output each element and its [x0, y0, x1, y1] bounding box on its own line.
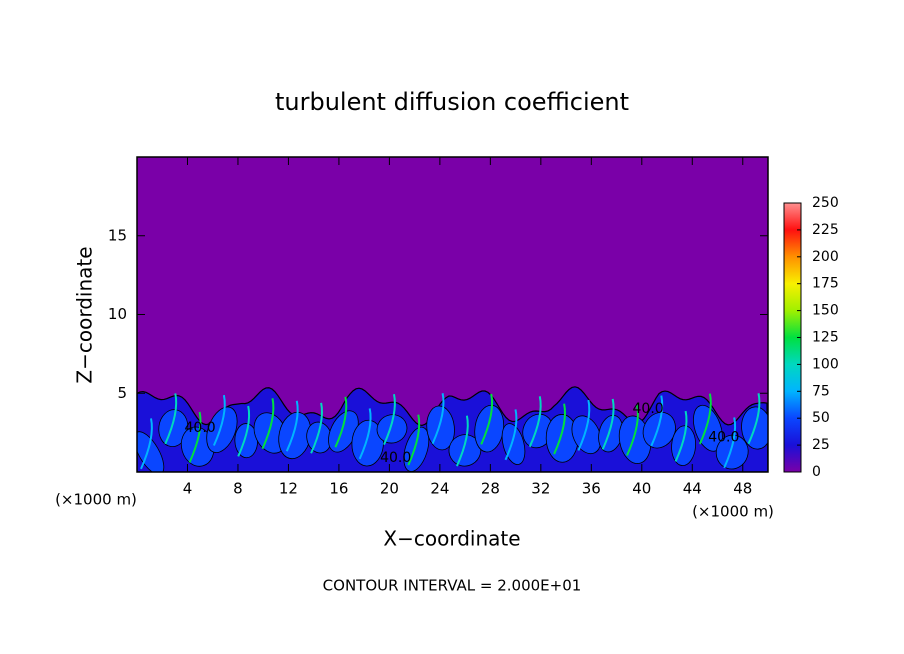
eddy-filament — [674, 410, 688, 462]
eddy-filament — [164, 393, 178, 445]
y-axis-label: Z−coordinate — [73, 246, 97, 383]
x-axis-label: X−coordinate — [383, 527, 520, 551]
eddy-filament — [480, 393, 494, 445]
x-unit-label: (×1000 m) — [692, 503, 774, 521]
eddy-filament — [407, 414, 421, 466]
eddy-filament — [577, 399, 591, 451]
contour-label: 40.0 — [185, 420, 216, 436]
x-tick-label: 8 — [233, 480, 243, 498]
colorbar-tick-label: 250 — [812, 195, 839, 211]
eddy-filament — [431, 393, 445, 445]
colorbar-tick-label: 100 — [812, 356, 839, 372]
eddy-filament — [140, 418, 153, 470]
eddy-filament — [212, 394, 226, 446]
eddy-filament — [237, 405, 251, 457]
x-tick-label: 12 — [279, 480, 298, 498]
colorbar-tick-label: 75 — [812, 383, 830, 399]
colorbar-tick-label: 150 — [812, 303, 839, 319]
eddy-filament — [747, 393, 761, 445]
x-tick-label: 28 — [481, 480, 500, 498]
eddy-filament — [310, 402, 323, 454]
x-tick-label: 16 — [329, 480, 348, 498]
eddy-filament — [698, 393, 712, 445]
x-tick-label: 32 — [531, 480, 550, 498]
eddy-filament — [383, 394, 396, 446]
eddy — [137, 431, 165, 472]
eddy-filament — [723, 417, 737, 469]
field: 40.0 40.0 40.0 40.0 — [137, 157, 768, 472]
y-tick-label: 10 — [108, 305, 127, 323]
x-tick-label: 48 — [733, 480, 752, 498]
eddy-filament — [601, 398, 615, 450]
colorbar-tick-label: 175 — [812, 276, 839, 292]
x-tick-label: 4 — [183, 480, 193, 498]
eddy-filament — [528, 396, 542, 448]
footer-note: CONTOUR INTERVAL = 2.000E+01 — [323, 577, 582, 595]
colorbar-tick-label: 50 — [812, 410, 830, 426]
x-tick-label: 20 — [380, 480, 399, 498]
eddy-filament — [626, 404, 639, 456]
contour-label: 40.0 — [633, 401, 664, 417]
eddy-filament — [650, 395, 664, 447]
contour-label: 40.0 — [380, 450, 411, 466]
x-tick-label: 24 — [430, 480, 449, 498]
x-unit-label: (×1000 m) — [55, 491, 137, 509]
colorbar-tick-label: 200 — [812, 249, 839, 265]
eddy-filament — [455, 415, 469, 467]
chart-title: turbulent diffusion coefficient — [275, 88, 629, 116]
eddy-filament — [504, 409, 518, 461]
eddy-filament — [334, 396, 348, 448]
colorbar-tick-label: 125 — [812, 330, 839, 346]
eddy — [571, 415, 602, 455]
eddy-filament — [358, 408, 372, 460]
eddy-filament — [553, 403, 566, 455]
x-tick-label: 36 — [582, 480, 601, 498]
colorbar-tick-label: 25 — [812, 437, 830, 453]
y-tick-label: 15 — [108, 226, 127, 244]
x-tick-label: 40 — [632, 480, 651, 498]
x-tick-label: 44 — [683, 480, 702, 498]
y-tick-label: 5 — [117, 384, 127, 402]
colorbar-tick-label: 225 — [812, 222, 839, 238]
eddy — [715, 434, 749, 470]
eddy — [741, 406, 768, 450]
colorbar-tick-label: 0 — [812, 464, 821, 480]
eddy — [376, 414, 408, 444]
contour-label: 40.0 — [708, 429, 739, 445]
eddy-filament — [188, 411, 202, 463]
eddy — [206, 406, 238, 453]
eddy-filament — [261, 398, 275, 450]
eddy-filament — [285, 400, 299, 452]
